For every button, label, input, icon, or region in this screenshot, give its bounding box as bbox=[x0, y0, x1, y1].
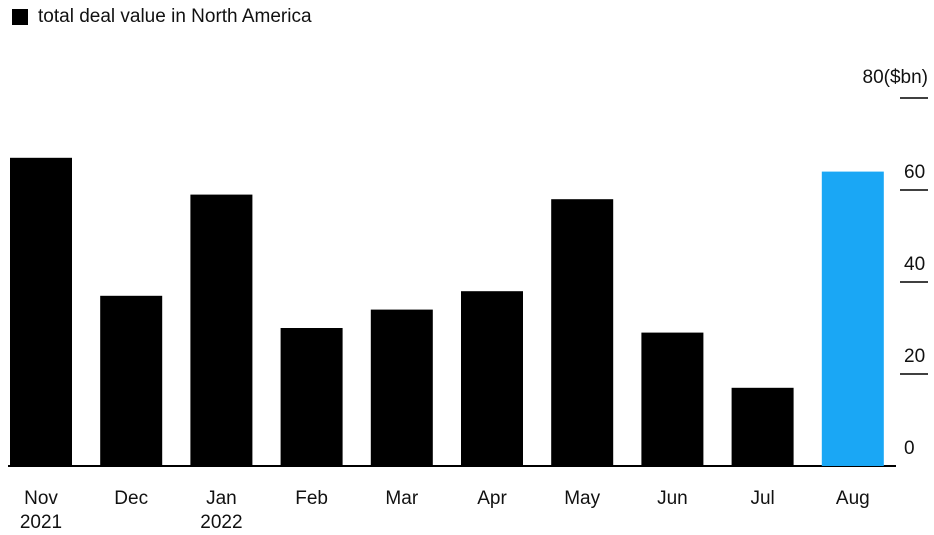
bar-jul bbox=[731, 387, 794, 466]
y-tick-label: 80($bn) bbox=[863, 67, 929, 88]
x-tick-label: Jul bbox=[750, 488, 774, 509]
legend-swatch bbox=[12, 9, 28, 25]
x-tick-label: Apr bbox=[477, 488, 507, 509]
legend: total deal value in North America bbox=[12, 6, 312, 28]
bar-dec bbox=[100, 295, 163, 466]
y-tick-label: 20 bbox=[904, 346, 925, 367]
x-tick-label: Jun bbox=[657, 488, 688, 509]
bar-nov bbox=[10, 157, 72, 467]
bar-may bbox=[551, 199, 614, 466]
bar-jan bbox=[190, 194, 253, 466]
bar-mar bbox=[370, 309, 433, 466]
x-tick-label: Dec bbox=[114, 488, 148, 509]
x-tick-label: May bbox=[564, 488, 600, 509]
bar-aug bbox=[821, 171, 884, 466]
x-tick-label: Jan 2022 bbox=[200, 488, 242, 533]
x-tick-label: Aug bbox=[836, 488, 870, 509]
bar-jun bbox=[641, 332, 704, 466]
x-tick-label: Mar bbox=[385, 488, 418, 509]
bar-feb bbox=[280, 328, 343, 466]
y-tick-label: 60 bbox=[904, 162, 925, 183]
bar-apr bbox=[461, 291, 523, 466]
x-tick-label: Nov 2021 bbox=[20, 488, 62, 533]
y-tick-label: 0 bbox=[904, 438, 915, 459]
legend-label: total deal value in North America bbox=[38, 6, 312, 27]
y-tick-label: 40 bbox=[904, 254, 925, 275]
x-tick-label: Feb bbox=[295, 488, 328, 509]
